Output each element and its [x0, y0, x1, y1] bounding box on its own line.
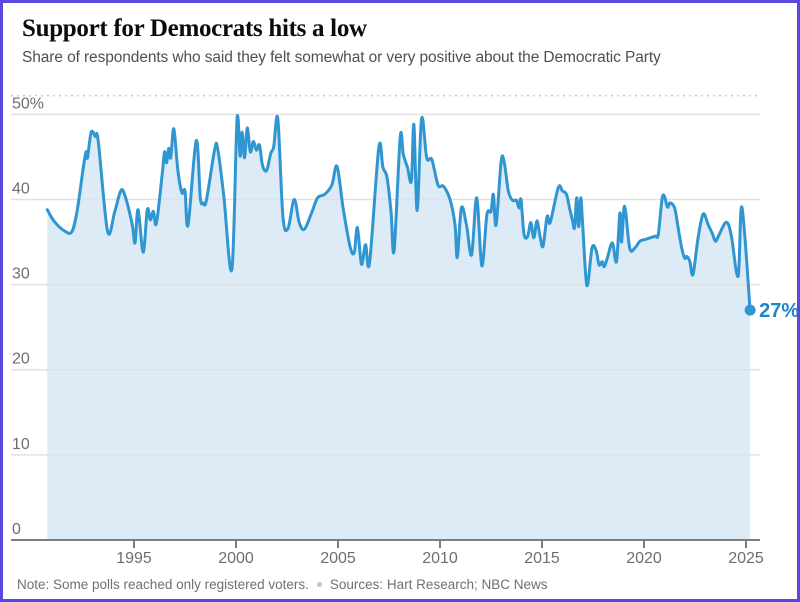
page-subtitle: Share of respondents who said they felt … — [22, 49, 661, 66]
y-axis-label: 30 — [12, 266, 30, 283]
trend-line — [45, 114, 752, 312]
footer-sources: Sources: Hart Research; NBC News — [329, 577, 548, 592]
area-fill — [47, 115, 751, 540]
footer: Note: Some polls reached only registered… — [17, 577, 787, 592]
footer-note: Note: Some polls reached only registered… — [17, 577, 309, 592]
dot-separator-icon — [316, 582, 322, 587]
chart-area: 0 10 20 30 40 50% 1995 2000 2005 2010 2015 2020 2025… — [3, 88, 799, 570]
y-axis-label: 10 — [12, 436, 30, 453]
x-axis-label: 2000 — [218, 550, 254, 567]
y-axis-label: 0 — [12, 521, 21, 538]
end-point-dot — [744, 304, 756, 316]
chart-svg: 0 10 20 30 40 50% 1995 2000 2005 2010 2015 2020 2025… — [11, 94, 799, 567]
y-axis-label: 50% — [12, 95, 44, 112]
end-value-label: 27% — [759, 300, 799, 322]
x-axis-label: 2020 — [626, 550, 662, 567]
y-axis-label: 40 — [12, 181, 30, 198]
y-axis-label: 20 — [12, 351, 30, 368]
page-title: Support for Democrats hits a low — [22, 15, 367, 42]
x-axis-label: 2015 — [524, 550, 560, 567]
x-axis-label: 2025 — [728, 550, 764, 567]
x-axis-label: 2010 — [422, 550, 458, 567]
x-axis-label: 1995 — [116, 550, 152, 567]
x-axis-label: 2005 — [320, 550, 356, 567]
